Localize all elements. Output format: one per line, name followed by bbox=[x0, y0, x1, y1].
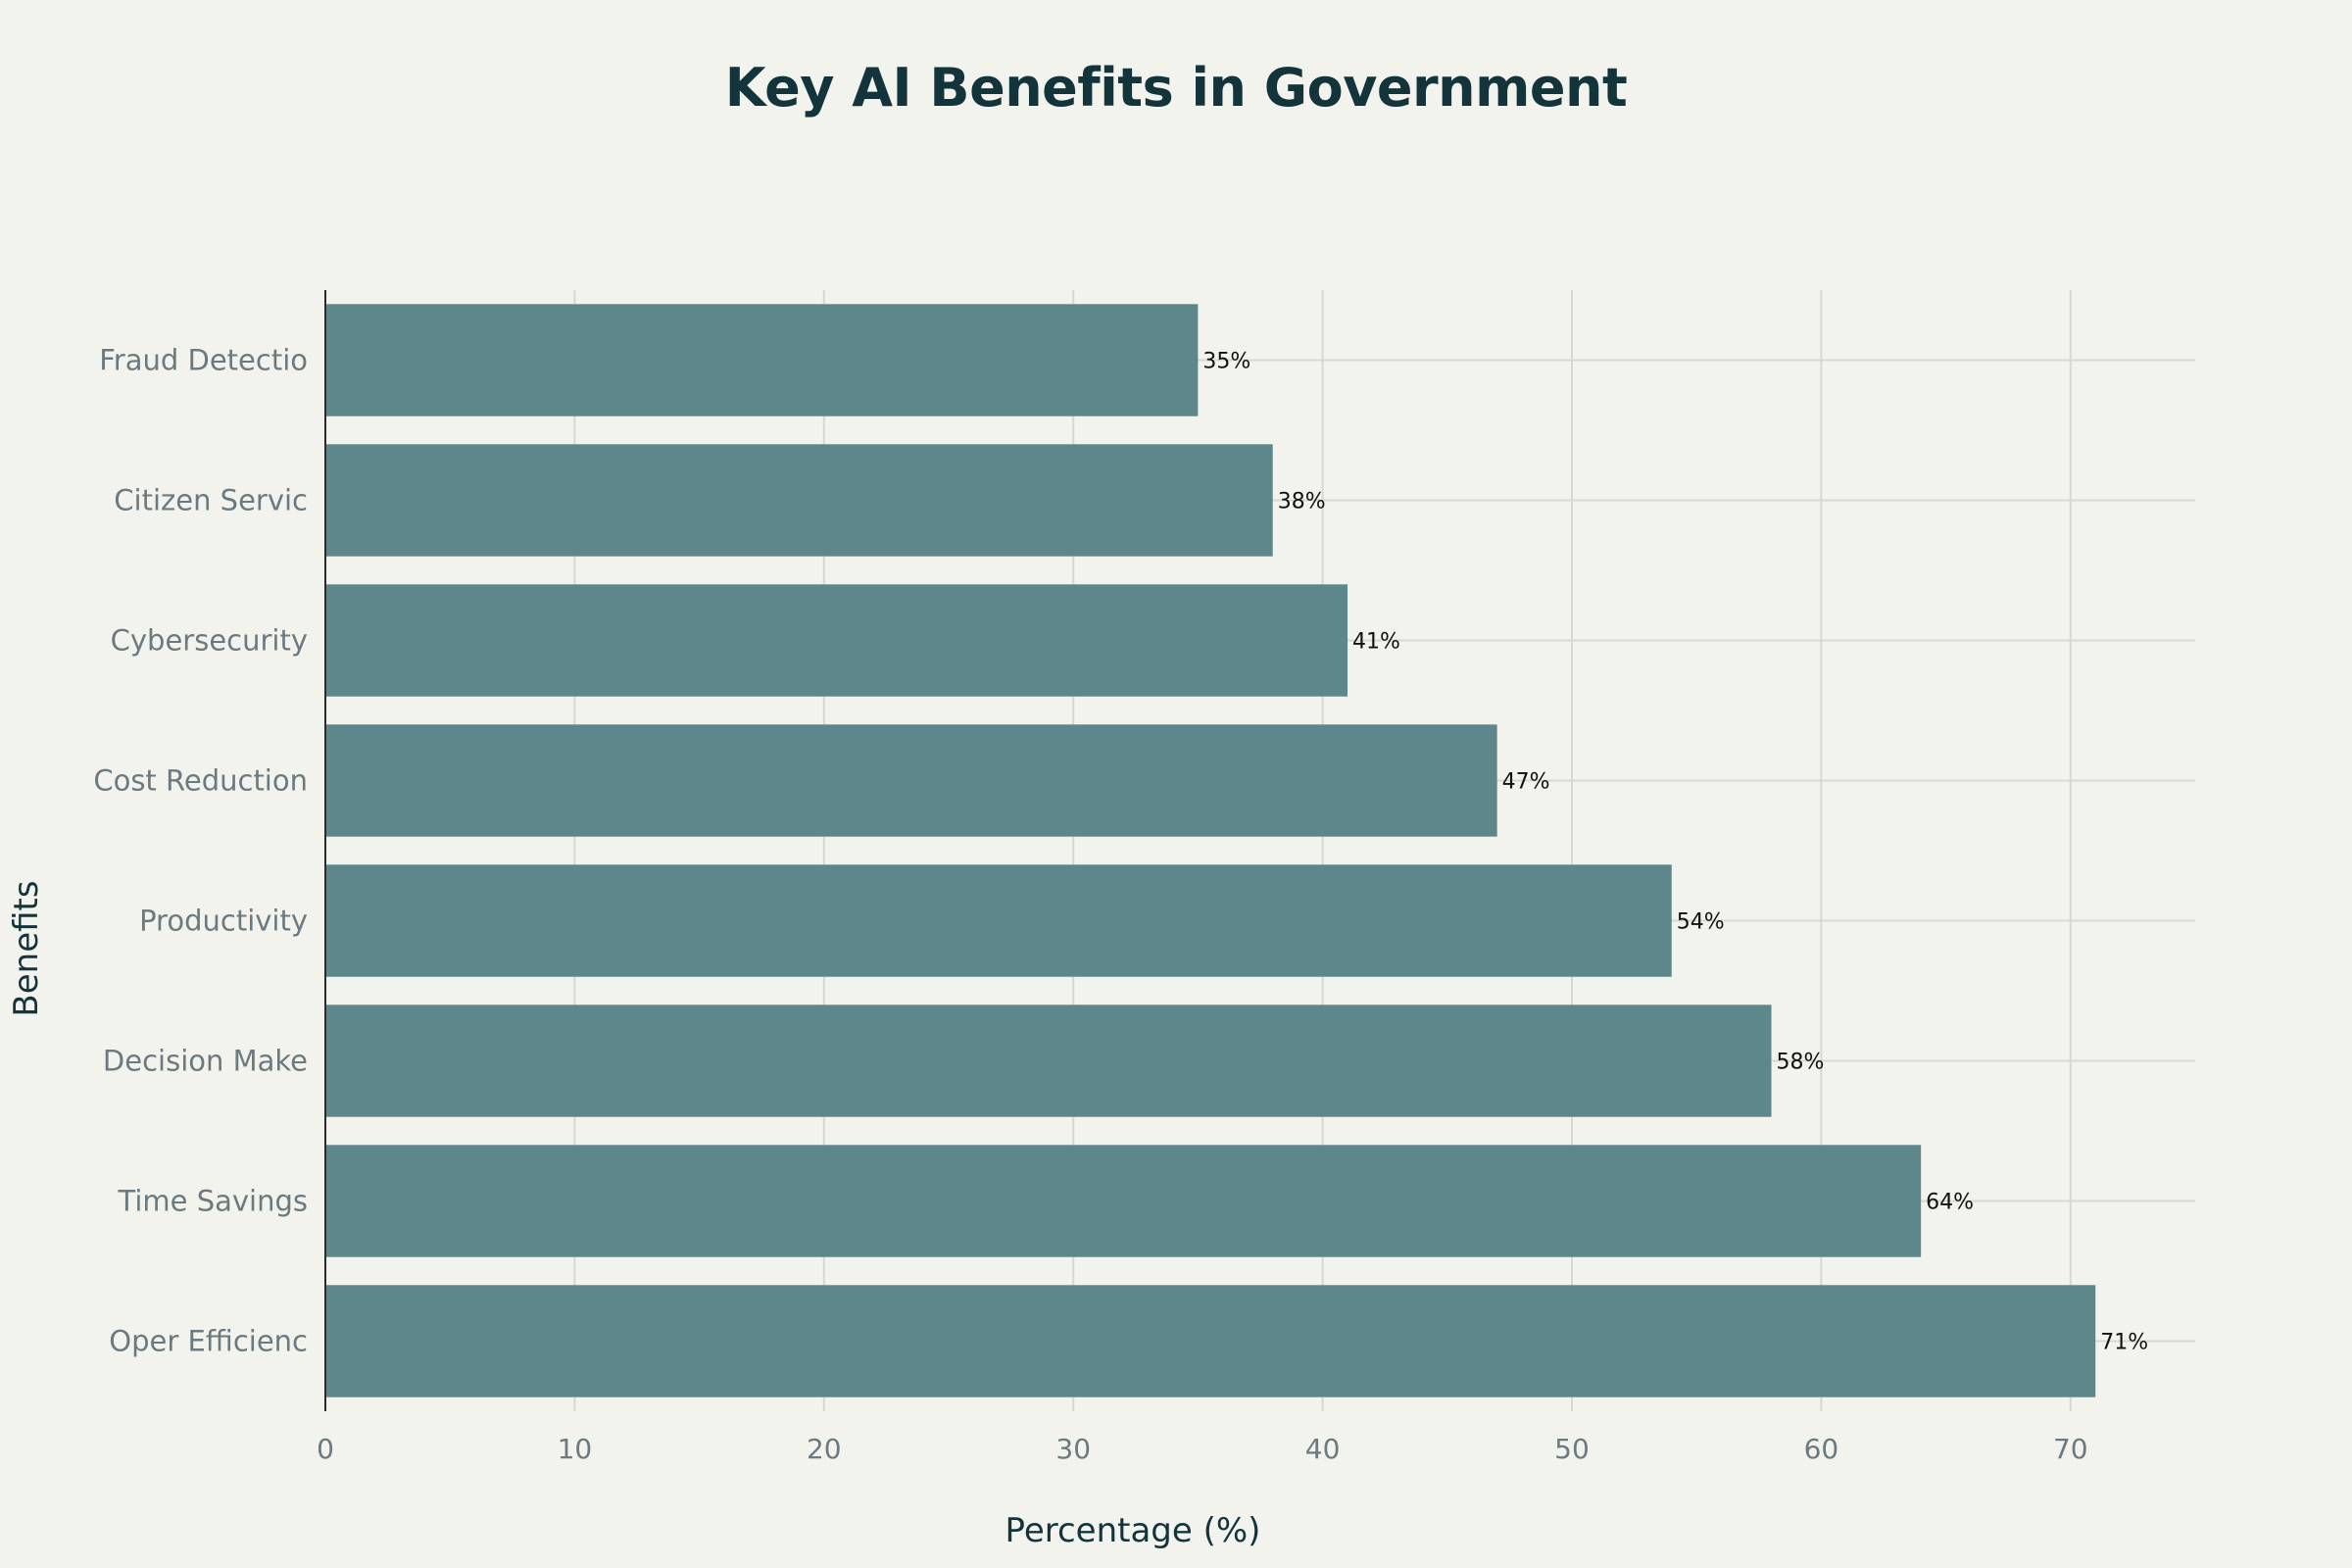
x-tick-label-50: 50 bbox=[1554, 1433, 1590, 1465]
x-tick-label-40: 40 bbox=[1305, 1433, 1341, 1465]
x-axis-ticks: 0 10 20 30 40 50 60 70 bbox=[317, 1433, 2088, 1465]
data-label-decision-make: 58% bbox=[1777, 1051, 1825, 1075]
bar-fraud-detectio bbox=[325, 304, 1199, 416]
data-label-citizen-servic: 38% bbox=[1278, 490, 1326, 514]
data-label-time-savings: 64% bbox=[1926, 1191, 1974, 1215]
y-tick-label-productivity: Productivity bbox=[139, 905, 308, 938]
y-axis-ticks: Fraud Detectio Citizen Servic Cybersecurit… bbox=[93, 344, 308, 1358]
x-tick-label-10: 10 bbox=[558, 1433, 593, 1465]
data-label-oper-efficienc: 71% bbox=[2100, 1331, 2148, 1355]
y-tick-label-cybersecurity: Cybersecurity bbox=[111, 624, 308, 658]
x-tick-label-20: 20 bbox=[807, 1433, 842, 1465]
bar-productivity bbox=[325, 864, 1672, 977]
bars bbox=[325, 304, 2096, 1397]
bar-citizen-servic bbox=[325, 444, 1273, 557]
x-tick-label-30: 30 bbox=[1055, 1433, 1091, 1465]
chart-title: Key AI Benefits in Government bbox=[724, 57, 1628, 119]
y-axis-title: Benefits bbox=[7, 880, 46, 1016]
x-tick-label-70: 70 bbox=[2053, 1433, 2088, 1465]
y-tick-label-cost-reduction: Cost Reduction bbox=[93, 764, 308, 798]
bar-time-savings bbox=[325, 1145, 1922, 1257]
x-tick-label-60: 60 bbox=[1804, 1433, 1839, 1465]
y-tick-label-oper-efficienc: Oper Efficienc bbox=[109, 1325, 308, 1358]
data-label-fraud-detectio: 35% bbox=[1202, 350, 1250, 374]
bar-oper-efficienc bbox=[325, 1285, 2096, 1397]
bar-decision-make bbox=[325, 1004, 1772, 1117]
y-tick-label-decision-make: Decision Make bbox=[103, 1045, 308, 1078]
y-tick-label-citizen-servic: Citizen Servic bbox=[114, 484, 308, 517]
y-tick-label-fraud-detectio: Fraud Detectio bbox=[99, 344, 308, 377]
y-tick-label-time-savings: Time Savings bbox=[118, 1185, 308, 1218]
x-tick-label-0: 0 bbox=[317, 1433, 334, 1465]
data-label-cost-reduction: 47% bbox=[1502, 770, 1550, 795]
bar-cost-reduction bbox=[325, 724, 1497, 837]
data-label-cybersecurity: 41% bbox=[1352, 630, 1400, 655]
bar-cybersecurity bbox=[325, 584, 1348, 697]
x-axis-title: Percentage (%) bbox=[1005, 1511, 1261, 1550]
data-label-productivity: 54% bbox=[1677, 910, 1725, 935]
data-labels: 35% 38% 41% 47% 54% 58% 64% 71% bbox=[1202, 350, 2148, 1355]
